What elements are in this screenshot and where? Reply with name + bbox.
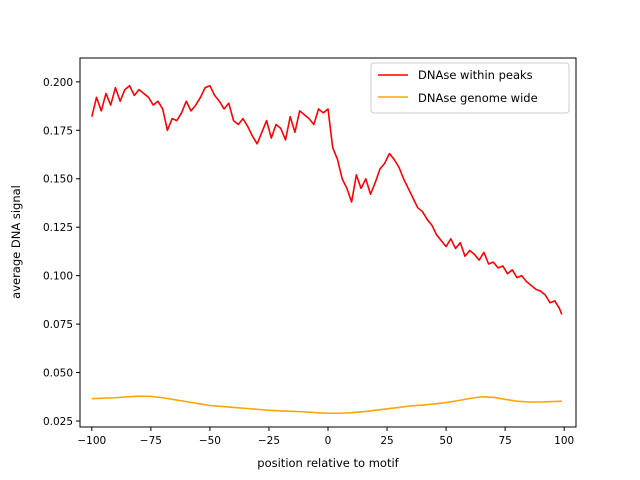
legend-label-genome-wide: DNAse genome wide	[418, 91, 538, 105]
plot-frame	[79, 57, 577, 428]
x-tick-label: 0	[325, 435, 332, 447]
y-tick-label: 0.200	[43, 77, 73, 89]
x-tick-label: −100	[77, 435, 106, 447]
y-tick-label: 0.175	[43, 125, 73, 137]
legend: DNAse within peaks DNAse genome wide	[370, 62, 570, 114]
series-line-genome-wide	[91, 395, 562, 415]
y-tick-label: 0.100	[43, 271, 73, 283]
x-tick-label: 25	[380, 435, 393, 447]
axes-layer: −100 −75 −50 −25 0 25 50 75 100 0.025 0.050 0.075 0.…	[43, 77, 574, 447]
x-tick-label: −25	[258, 435, 280, 447]
legend-box	[370, 62, 570, 114]
legend-label-within-peaks: DNAse within peaks	[418, 68, 533, 82]
x-tick-label: 75	[498, 435, 511, 447]
y-tick-label: 0.025	[43, 416, 73, 428]
y-tick-label: 0.125	[43, 222, 73, 234]
x-tick-label: −50	[199, 435, 221, 447]
series-layer	[91, 84, 563, 415]
series-line-within-peaks	[91, 84, 563, 315]
x-tick-label: 100	[554, 435, 574, 447]
x-tick-label: −75	[140, 435, 162, 447]
plot-area	[80, 58, 576, 427]
y-tick-label: 0.050	[43, 368, 73, 380]
y-tick-label: 0.075	[43, 319, 73, 331]
x-tick-label: 50	[439, 435, 452, 447]
x-axis-label: position relative to motif	[257, 456, 399, 470]
y-tick-label: 0.150	[43, 174, 73, 186]
y-axis-label: average DNA signal	[9, 185, 23, 299]
